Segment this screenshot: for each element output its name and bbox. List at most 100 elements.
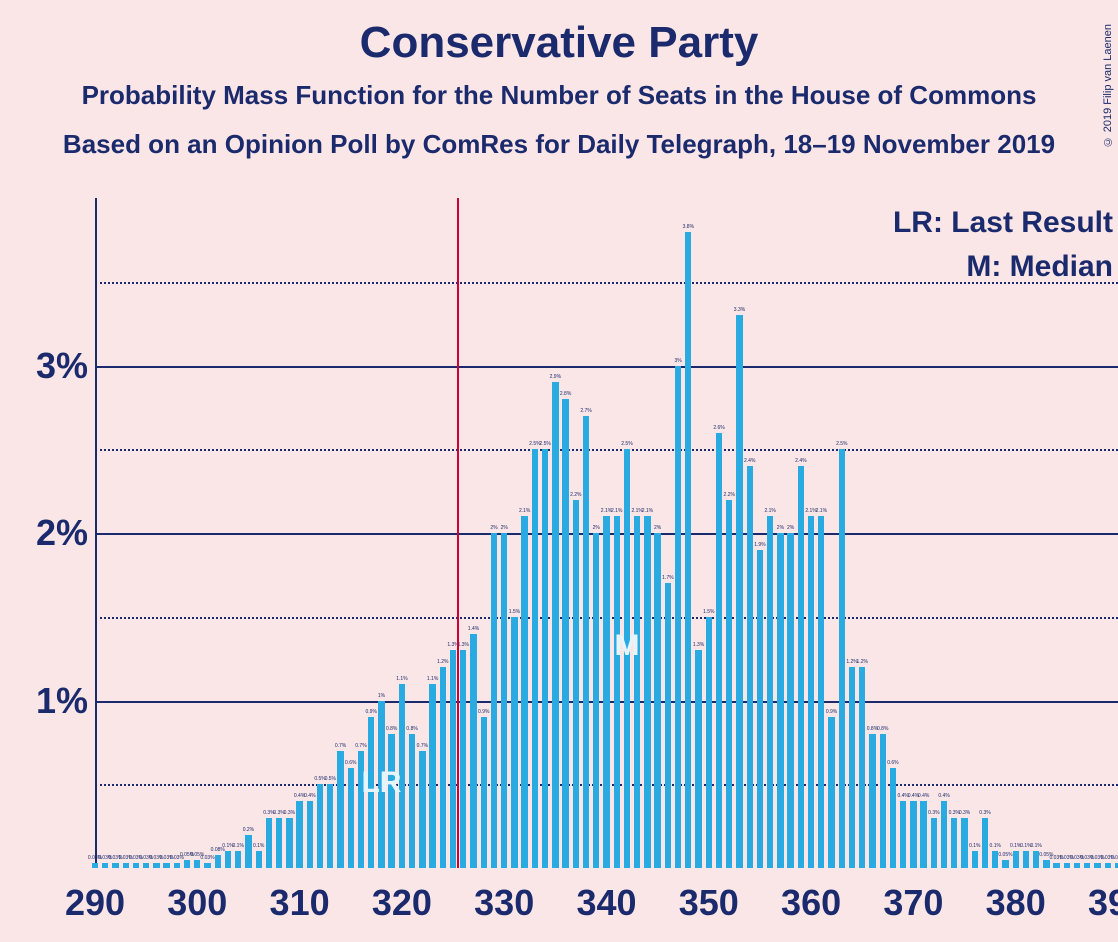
- pmf-bar: [450, 650, 456, 868]
- pmf-bar: [419, 751, 425, 868]
- pmf-bar: [839, 449, 845, 868]
- pmf-bar: [828, 717, 834, 868]
- bar-value-label: 1.2%: [857, 659, 868, 665]
- copyright-text: © 2019 Filip van Laenen: [1102, 24, 1114, 147]
- bar-value-label: 0.1%: [969, 843, 980, 849]
- pmf-bar: [614, 516, 620, 868]
- bar-value-label: 0.1%: [253, 843, 264, 849]
- pmf-bar: [859, 667, 865, 868]
- pmf-bar: [552, 382, 558, 868]
- legend-m: M: Median: [966, 250, 1113, 284]
- pmf-bar: [695, 650, 701, 868]
- pmf-bar: [798, 466, 804, 868]
- y-tick-label: 2%: [36, 512, 88, 554]
- pmf-bar: [573, 500, 579, 869]
- bar-value-label: 2.1%: [816, 508, 827, 514]
- bar-value-label: 0.8%: [877, 726, 888, 732]
- pmf-bar: [654, 533, 660, 868]
- bar-value-label: 0.4%: [304, 793, 315, 799]
- y-tick-label: 3%: [36, 345, 88, 387]
- bar-value-label: 0.6%: [345, 760, 356, 766]
- pmf-bar: [941, 801, 947, 868]
- pmf-bar: [634, 516, 640, 868]
- pmf-bar: [133, 863, 139, 868]
- x-tick-label: 340: [576, 882, 636, 924]
- pmf-bar: [818, 516, 824, 868]
- y-tick-label: 1%: [36, 680, 88, 722]
- bar-value-label: 3%: [674, 358, 681, 364]
- pmf-bar: [757, 550, 763, 868]
- pmf-bar: [982, 818, 988, 868]
- bar-value-label: 2%: [777, 525, 784, 531]
- bar-value-label: 1.7%: [662, 575, 673, 581]
- bar-value-label: 0.9%: [366, 709, 377, 715]
- pmf-bar: [593, 533, 599, 868]
- bar-value-label: 1.3%: [693, 642, 704, 648]
- pmf-bar: [583, 416, 589, 868]
- bar-value-label: 0.6%: [887, 760, 898, 766]
- pmf-bar: [521, 516, 527, 868]
- bar-value-label: 0.1%: [233, 843, 244, 849]
- pmf-bar: [1053, 863, 1059, 868]
- pmf-bar: [849, 667, 855, 868]
- pmf-bar: [1023, 851, 1029, 868]
- pmf-bar: [307, 801, 313, 868]
- bar-value-label: 2.5%: [539, 441, 550, 447]
- pmf-bar: [348, 768, 354, 869]
- pmf-bar: [542, 449, 548, 868]
- bar-value-label: 0.9%: [478, 709, 489, 715]
- x-tick-label: 350: [679, 882, 739, 924]
- x-tick-label: 330: [474, 882, 534, 924]
- x-tick-label: 370: [883, 882, 943, 924]
- bar-value-label: 2%: [654, 525, 661, 531]
- pmf-bar: [112, 863, 118, 868]
- pmf-bar: [869, 734, 875, 868]
- pmf-bar: [296, 801, 302, 868]
- annotation-lr: LR: [361, 766, 401, 800]
- pmf-bar: [644, 516, 650, 868]
- bar-value-label: 0.4%: [938, 793, 949, 799]
- pmf-bar: [317, 784, 323, 868]
- bar-value-label: 0.8%: [406, 726, 417, 732]
- pmf-bar: [143, 863, 149, 868]
- pmf-bar: [225, 851, 231, 868]
- bar-value-label: 1.9%: [754, 542, 765, 548]
- pmf-bar: [163, 863, 169, 868]
- bar-value-label: 0.7%: [355, 743, 366, 749]
- pmf-bar: [736, 315, 742, 868]
- pmf-bar: [880, 734, 886, 868]
- bar-value-label: 2%: [501, 525, 508, 531]
- pmf-bar: [706, 617, 712, 868]
- bar-value-label: 0.9%: [826, 709, 837, 715]
- chart-subtitle-1: Probability Mass Function for the Number…: [0, 80, 1118, 111]
- bar-value-label: 0.4%: [918, 793, 929, 799]
- pmf-bar: [235, 851, 241, 868]
- bar-value-label: 0.3%: [959, 810, 970, 816]
- pmf-bar: [685, 232, 691, 869]
- bar-value-label: 1%: [378, 693, 385, 699]
- bar-value-label: 0.7%: [335, 743, 346, 749]
- pmf-bar: [1002, 860, 1008, 868]
- pmf-bar: [777, 533, 783, 868]
- bar-value-label: 2%: [787, 525, 794, 531]
- pmf-bar: [900, 801, 906, 868]
- x-tick-label: 300: [167, 882, 227, 924]
- bar-value-label: 2.9%: [550, 374, 561, 380]
- bar-value-label: 1.1%: [427, 676, 438, 682]
- x-tick-label: 380: [986, 882, 1046, 924]
- pmf-bar: [92, 863, 98, 868]
- pmf-bar: [767, 516, 773, 868]
- pmf-bar: [388, 734, 394, 868]
- pmf-bar: [276, 818, 282, 868]
- pmf-bar: [1105, 863, 1111, 868]
- bar-value-label: 2.8%: [560, 391, 571, 397]
- chart-subtitle-2: Based on an Opinion Poll by ComRes for D…: [0, 129, 1118, 160]
- pmf-bar: [1074, 863, 1080, 868]
- pmf-bar: [1094, 863, 1100, 868]
- bar-value-label: 0.7%: [417, 743, 428, 749]
- bar-value-label: 2.1%: [642, 508, 653, 514]
- chart-title: Conservative Party: [0, 18, 1118, 68]
- bar-value-label: 2.4%: [795, 458, 806, 464]
- bar-value-label: 1.5%: [509, 609, 520, 615]
- bar-value-label: 1.1%: [396, 676, 407, 682]
